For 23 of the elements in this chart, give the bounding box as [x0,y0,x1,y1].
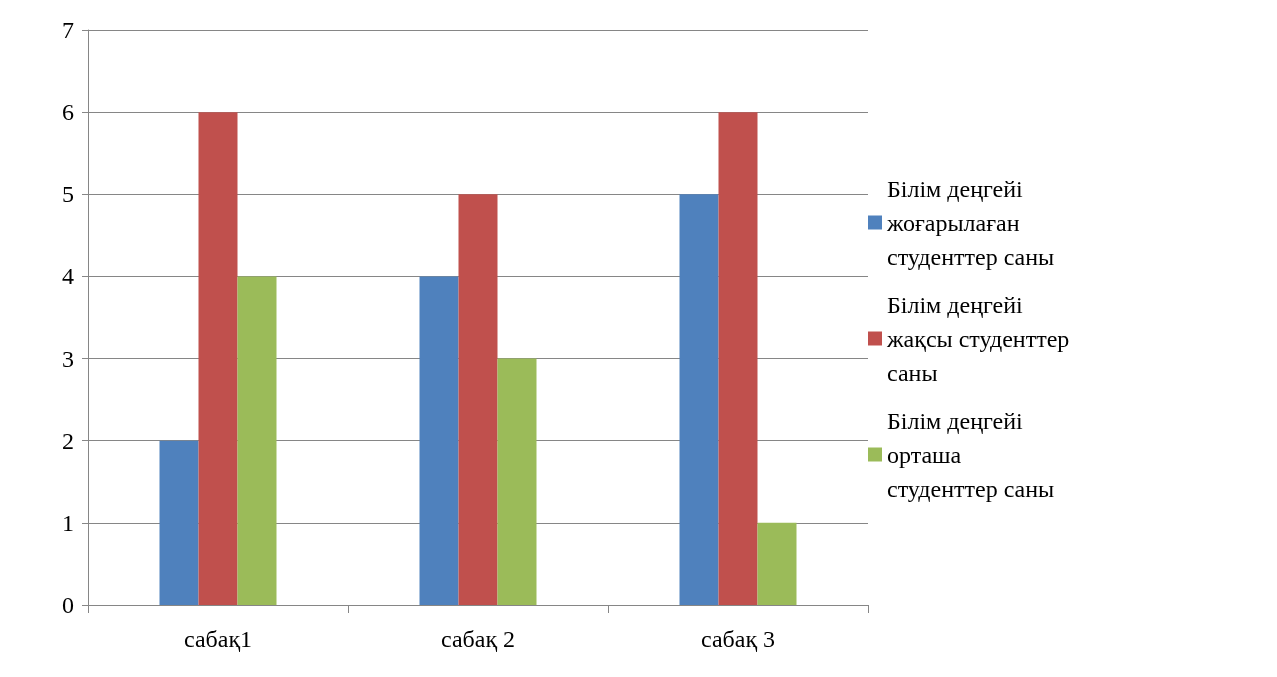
bar [419,276,459,605]
y-tick-label: 2 [62,427,74,454]
bar [757,522,797,605]
y-tick-label: 3 [62,345,74,372]
bar [198,112,238,605]
x-tick-label: сабақ1 [183,626,253,652]
legend-label: Білім деңгейі орташа студенттер саны [887,407,1055,502]
bar [237,276,277,605]
bar [497,358,537,605]
legend-label: Білім деңгейі жақсы студенттер саны [886,291,1076,386]
y-tick-label: 6 [62,99,74,126]
bar [159,440,199,605]
bar [458,194,498,605]
y-tick-label: 7 [62,17,74,43]
bar [718,112,758,605]
y-tick-label: 1 [62,509,74,536]
y-tick-label: 5 [62,181,74,208]
y-tick-label: 4 [62,263,74,290]
x-tick-label: сабақ 2 [440,626,516,652]
x-tick-label: сабақ 3 [700,626,776,652]
legend-label: Білім деңгейі жоғарылаған студенттер саны [886,175,1055,270]
bar [679,194,719,605]
y-tick-label: 0 [62,592,74,618]
